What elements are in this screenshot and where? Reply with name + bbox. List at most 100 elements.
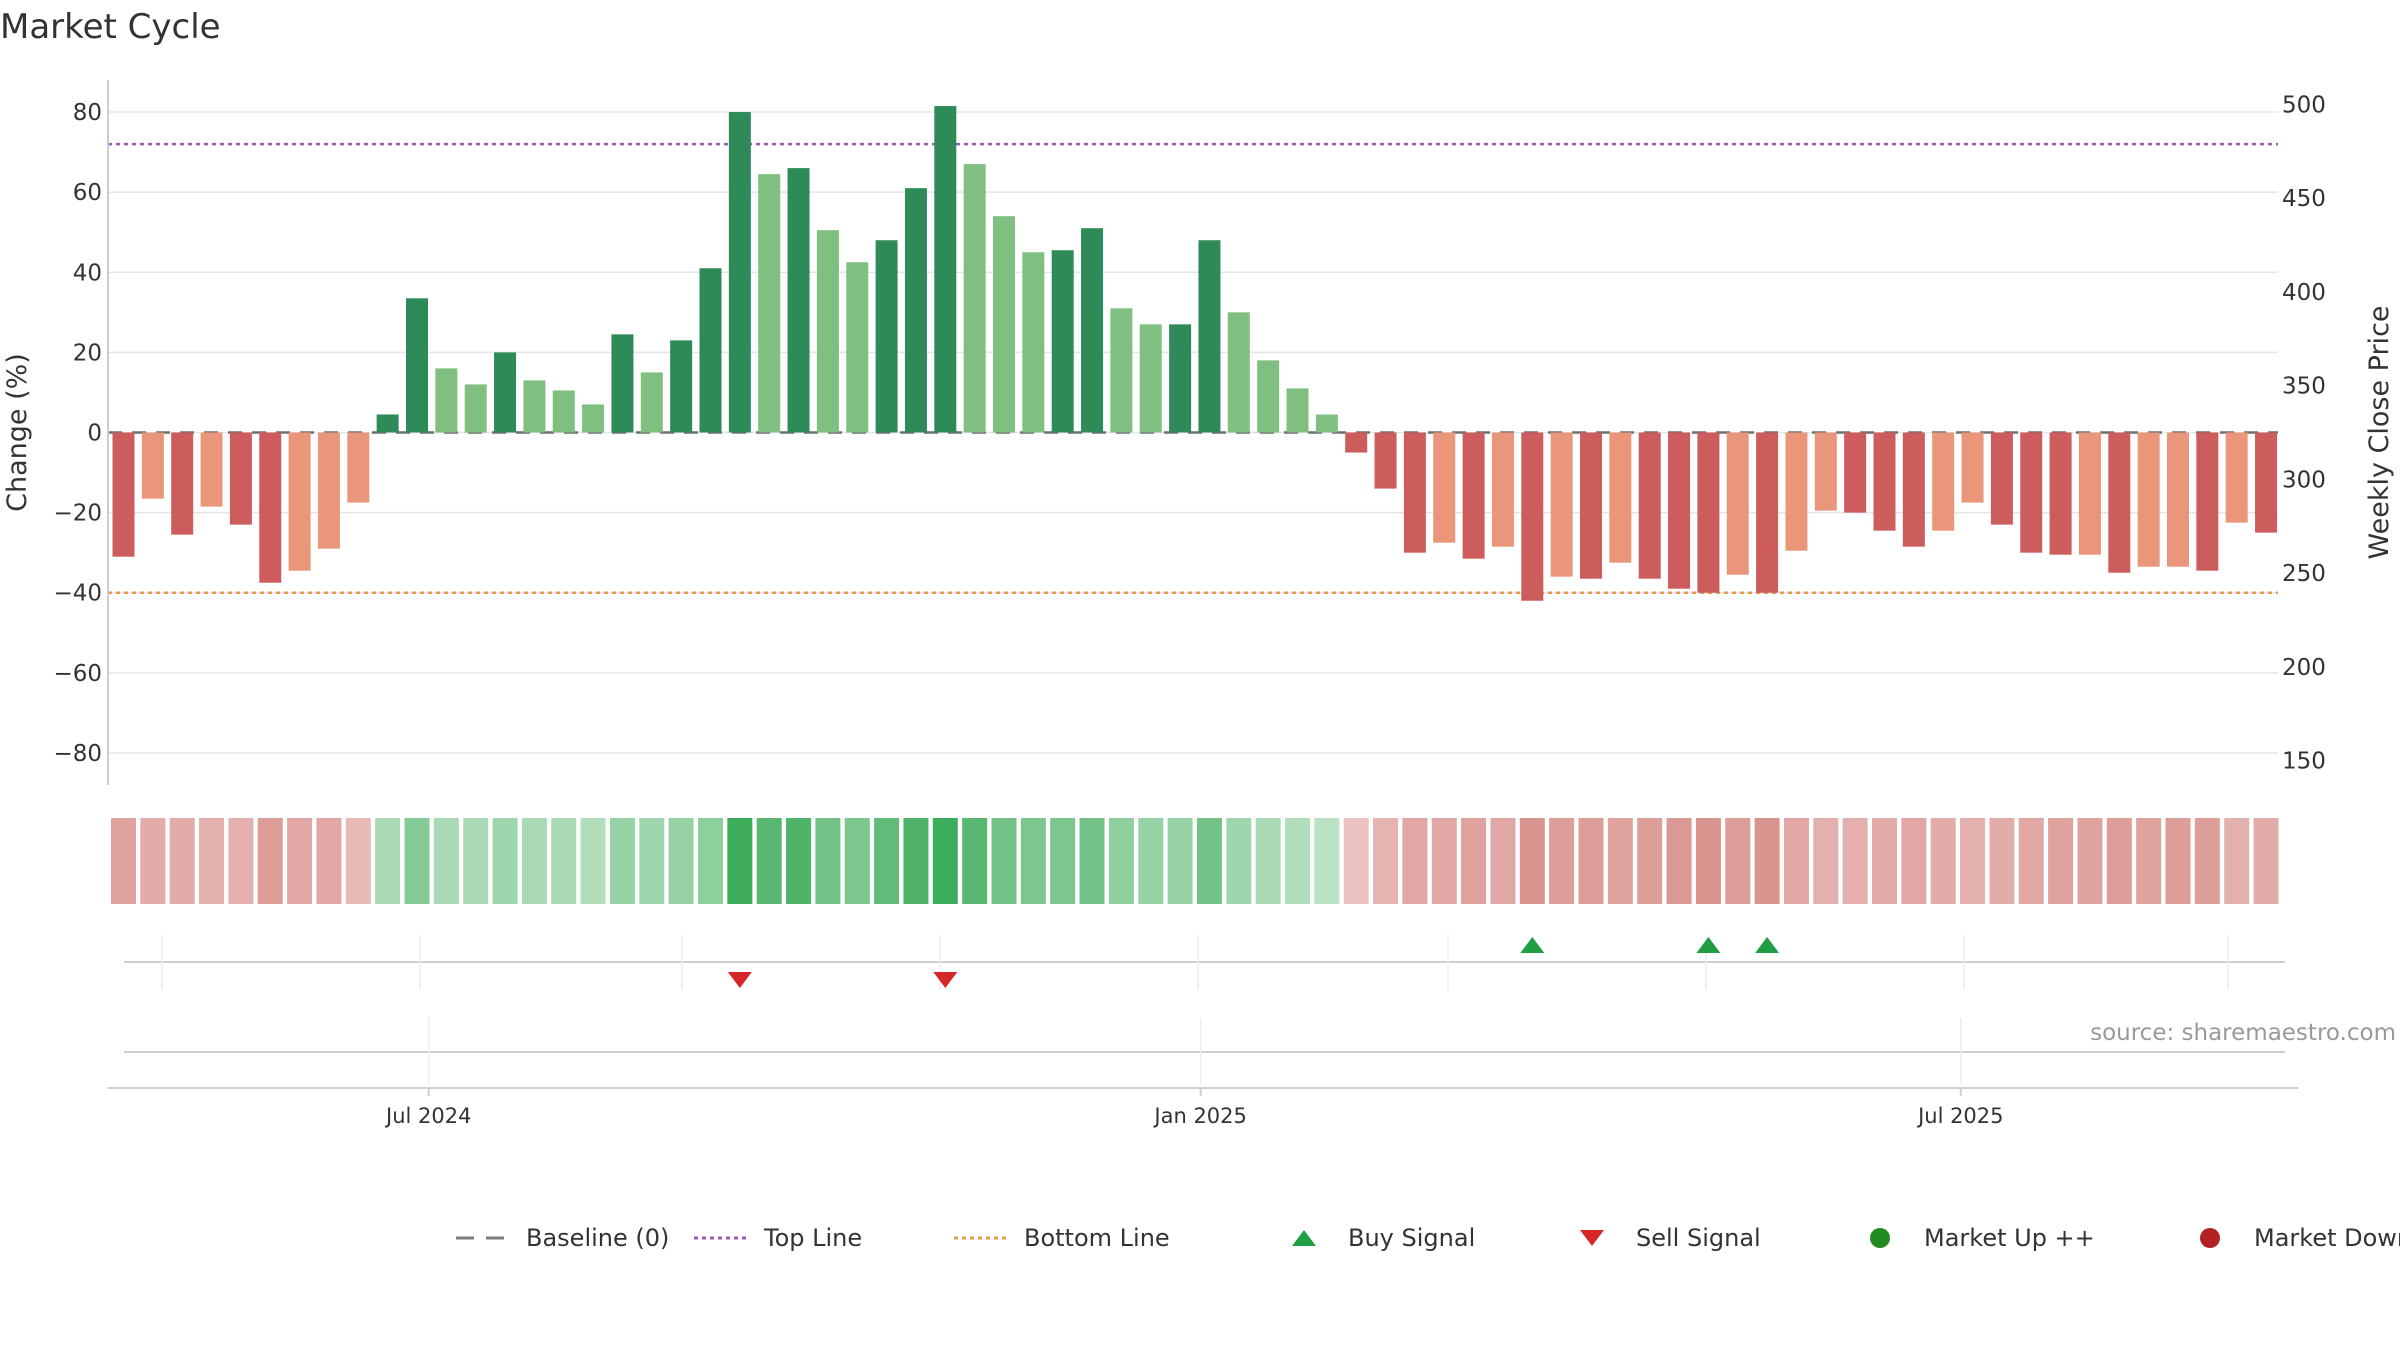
bar: [787, 168, 810, 433]
heat-cell: [815, 818, 841, 904]
bar: [112, 432, 135, 557]
heat-cell: [1138, 818, 1164, 904]
heat-cell: [1490, 818, 1516, 904]
heat-cell: [1196, 818, 1222, 904]
bar: [1756, 432, 1779, 593]
y-tick-label: 60: [73, 180, 102, 206]
bar: [1374, 432, 1397, 489]
bar: [1051, 250, 1074, 433]
bar: [1961, 432, 1984, 503]
heat-cell: [844, 818, 870, 904]
heat-cell: [1343, 818, 1369, 904]
heat-cell: [580, 818, 606, 904]
heat-cell: [1079, 818, 1105, 904]
y-tick-label: 20: [73, 340, 102, 366]
bar: [1022, 252, 1045, 433]
y-tick-label: −20: [53, 501, 102, 527]
bar: [1403, 432, 1426, 553]
buy-signal-marker: [1696, 937, 1721, 953]
signal-panel: [124, 935, 2285, 990]
bar: [846, 262, 869, 433]
heat-cell: [433, 818, 459, 904]
heat-cell: [727, 818, 753, 904]
heat-strip: [111, 818, 2279, 904]
heat-cell: [2136, 818, 2162, 904]
y2-tick-label: 500: [2282, 92, 2326, 118]
bar: [1609, 432, 1632, 563]
sell-signal-marker: [933, 972, 958, 988]
bar: [1198, 240, 1221, 433]
bar: [2020, 432, 2043, 553]
bar: [582, 404, 605, 433]
bar: [640, 372, 663, 433]
heat-cell: [1549, 818, 1575, 904]
heat-cell: [903, 818, 929, 904]
bar: [1902, 432, 1925, 547]
bar: [229, 432, 252, 525]
heat-cell: [1930, 818, 1956, 904]
heat-cell: [962, 818, 988, 904]
x-tick-label: Jan 2025: [1152, 1104, 1247, 1128]
x-tick-label: Jul 2024: [384, 1104, 471, 1128]
bar: [1227, 312, 1250, 433]
bar: [1873, 432, 1896, 531]
bar: [1139, 324, 1162, 433]
heat-cell: [257, 818, 283, 904]
bar: [611, 334, 634, 433]
bar: [1315, 414, 1338, 433]
heat-cell: [551, 818, 577, 904]
bar: [2108, 432, 2131, 573]
legend-item: Sell Signal: [1580, 1224, 1761, 1252]
legend-item: Top Line: [694, 1224, 862, 1252]
legend-label: Baseline (0): [526, 1224, 669, 1252]
bar: [1932, 432, 1955, 531]
x-tick-label: Jul 2025: [1916, 1104, 2003, 1128]
bar: [259, 432, 282, 583]
heat-cell: [639, 818, 665, 904]
heat-cell: [228, 818, 254, 904]
bar: [1697, 432, 1720, 593]
y-tick-label: 40: [73, 260, 102, 286]
legend: Baseline (0) Top Line Bottom Line Buy Signa…: [456, 1224, 2400, 1252]
heat-cell: [2077, 818, 2103, 904]
y-tick-label: 0: [87, 421, 102, 447]
heat-cell: [521, 818, 547, 904]
bar: [1491, 432, 1514, 547]
bar: [2137, 432, 2160, 567]
bar: [1990, 432, 2013, 525]
heat-cell: [991, 818, 1017, 904]
y-tick-label: −40: [53, 581, 102, 607]
heat-cell: [1725, 818, 1751, 904]
heat-cell: [1050, 818, 1076, 904]
y2-tick-label: 200: [2282, 655, 2326, 681]
bar: [1169, 324, 1192, 433]
heat-cell: [2165, 818, 2191, 904]
heat-cell: [2048, 818, 2074, 904]
y-tick-label: −80: [53, 741, 102, 767]
bar: [2196, 432, 2219, 571]
heat-cell: [1285, 818, 1310, 904]
bar: [875, 240, 898, 433]
bar: [552, 390, 575, 433]
y-tick-label: −60: [53, 661, 102, 687]
heat-cell: [2253, 818, 2279, 904]
legend-label: Market Up ++: [1924, 1224, 2095, 1252]
bar: [200, 432, 223, 507]
heat-cell: [1960, 818, 1986, 904]
legend-item: Buy Signal: [1292, 1224, 1475, 1252]
heat-cell: [1637, 818, 1663, 904]
heat-cell: [140, 818, 166, 904]
bar: [1668, 432, 1691, 589]
legend-item: Baseline (0): [456, 1224, 669, 1252]
y2-tick-label: 350: [2282, 374, 2326, 400]
bar: [670, 340, 693, 433]
heat-cell: [1695, 818, 1721, 904]
bar: [1580, 432, 1602, 579]
legend-label: Bottom Line: [1024, 1224, 1170, 1252]
heat-cell: [1607, 818, 1633, 904]
bar: [1814, 432, 1837, 511]
bar: [1257, 360, 1280, 433]
heat-cell: [1813, 818, 1839, 904]
bar: [141, 432, 164, 499]
